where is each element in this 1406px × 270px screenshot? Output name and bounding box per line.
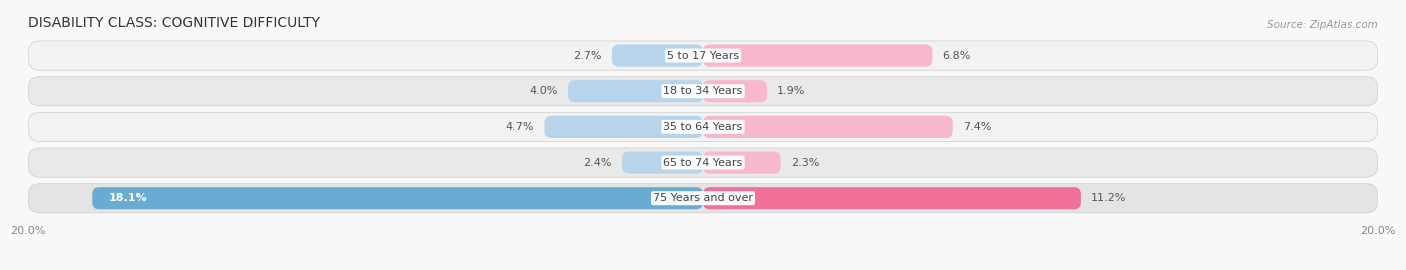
- Text: Source: ZipAtlas.com: Source: ZipAtlas.com: [1267, 20, 1378, 30]
- FancyBboxPatch shape: [28, 148, 1378, 177]
- Text: 1.9%: 1.9%: [778, 86, 806, 96]
- Text: 5 to 17 Years: 5 to 17 Years: [666, 50, 740, 60]
- FancyBboxPatch shape: [568, 80, 703, 102]
- FancyBboxPatch shape: [28, 184, 1378, 213]
- Text: 4.0%: 4.0%: [530, 86, 558, 96]
- FancyBboxPatch shape: [28, 112, 1378, 141]
- FancyBboxPatch shape: [612, 45, 703, 67]
- FancyBboxPatch shape: [28, 77, 1378, 106]
- Text: 35 to 64 Years: 35 to 64 Years: [664, 122, 742, 132]
- Text: 75 Years and over: 75 Years and over: [652, 193, 754, 203]
- Text: 18.1%: 18.1%: [110, 193, 148, 203]
- FancyBboxPatch shape: [703, 45, 932, 67]
- Text: DISABILITY CLASS: COGNITIVE DIFFICULTY: DISABILITY CLASS: COGNITIVE DIFFICULTY: [28, 16, 321, 30]
- FancyBboxPatch shape: [703, 151, 780, 174]
- Text: 6.8%: 6.8%: [942, 50, 972, 60]
- Text: 65 to 74 Years: 65 to 74 Years: [664, 158, 742, 168]
- Text: 2.7%: 2.7%: [574, 50, 602, 60]
- Text: 2.4%: 2.4%: [583, 158, 612, 168]
- Text: 7.4%: 7.4%: [963, 122, 991, 132]
- Text: 2.3%: 2.3%: [790, 158, 820, 168]
- FancyBboxPatch shape: [28, 41, 1378, 70]
- FancyBboxPatch shape: [703, 116, 953, 138]
- FancyBboxPatch shape: [544, 116, 703, 138]
- FancyBboxPatch shape: [703, 80, 768, 102]
- Text: 11.2%: 11.2%: [1091, 193, 1126, 203]
- FancyBboxPatch shape: [93, 187, 703, 209]
- Text: 18 to 34 Years: 18 to 34 Years: [664, 86, 742, 96]
- FancyBboxPatch shape: [621, 151, 703, 174]
- FancyBboxPatch shape: [703, 187, 1081, 209]
- Text: 4.7%: 4.7%: [506, 122, 534, 132]
